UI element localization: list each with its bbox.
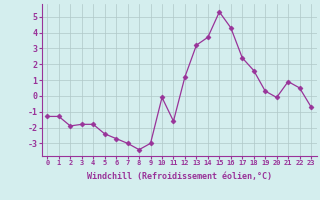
X-axis label: Windchill (Refroidissement éolien,°C): Windchill (Refroidissement éolien,°C) [87, 172, 272, 181]
